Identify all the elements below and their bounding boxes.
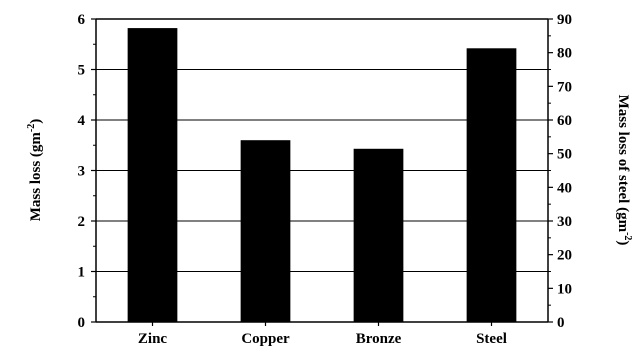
left-tick-label: 4	[78, 113, 86, 129]
right-axis-title: Mass loss of steel (gm-2)	[615, 95, 633, 246]
bar	[240, 140, 291, 322]
left-axis-ticks: 0 1 2 3 4 5 6	[78, 12, 96, 331]
left-tick-label: 1	[78, 265, 86, 281]
bar	[466, 48, 517, 322]
right-tick-label: 80	[557, 46, 572, 62]
right-tick-label: 90	[557, 12, 572, 28]
x-tick-label: Copper	[241, 331, 290, 346]
right-tick-label: 20	[557, 248, 572, 264]
right-tick-label: 60	[557, 113, 572, 129]
left-axis-title: Mass loss (gm-2)	[26, 119, 44, 222]
right-tick-label: 50	[557, 147, 572, 163]
right-tick-label: 10	[557, 281, 572, 297]
right-tick-label: 30	[557, 214, 572, 230]
right-tick-label: 0	[557, 315, 565, 331]
right-tick-label: 70	[557, 79, 572, 95]
x-axis-ticks: Zinc Copper Bronze Steel	[138, 322, 507, 346]
x-tick-label: Bronze	[356, 331, 402, 346]
bars	[127, 28, 517, 323]
bar	[127, 28, 178, 323]
left-tick-label: 2	[78, 214, 86, 230]
left-tick-label: 5	[78, 63, 86, 79]
left-tick-label: 6	[78, 12, 86, 28]
bar	[353, 148, 404, 322]
left-tick-label: 0	[78, 315, 86, 331]
left-tick-label: 3	[78, 164, 86, 180]
right-tick-label: 40	[557, 180, 572, 196]
x-tick-label: Zinc	[138, 331, 168, 346]
right-axis-ticks: 0 10 20 30 40 50 60 70 80 90	[548, 12, 572, 331]
x-tick-label: Steel	[476, 331, 507, 346]
